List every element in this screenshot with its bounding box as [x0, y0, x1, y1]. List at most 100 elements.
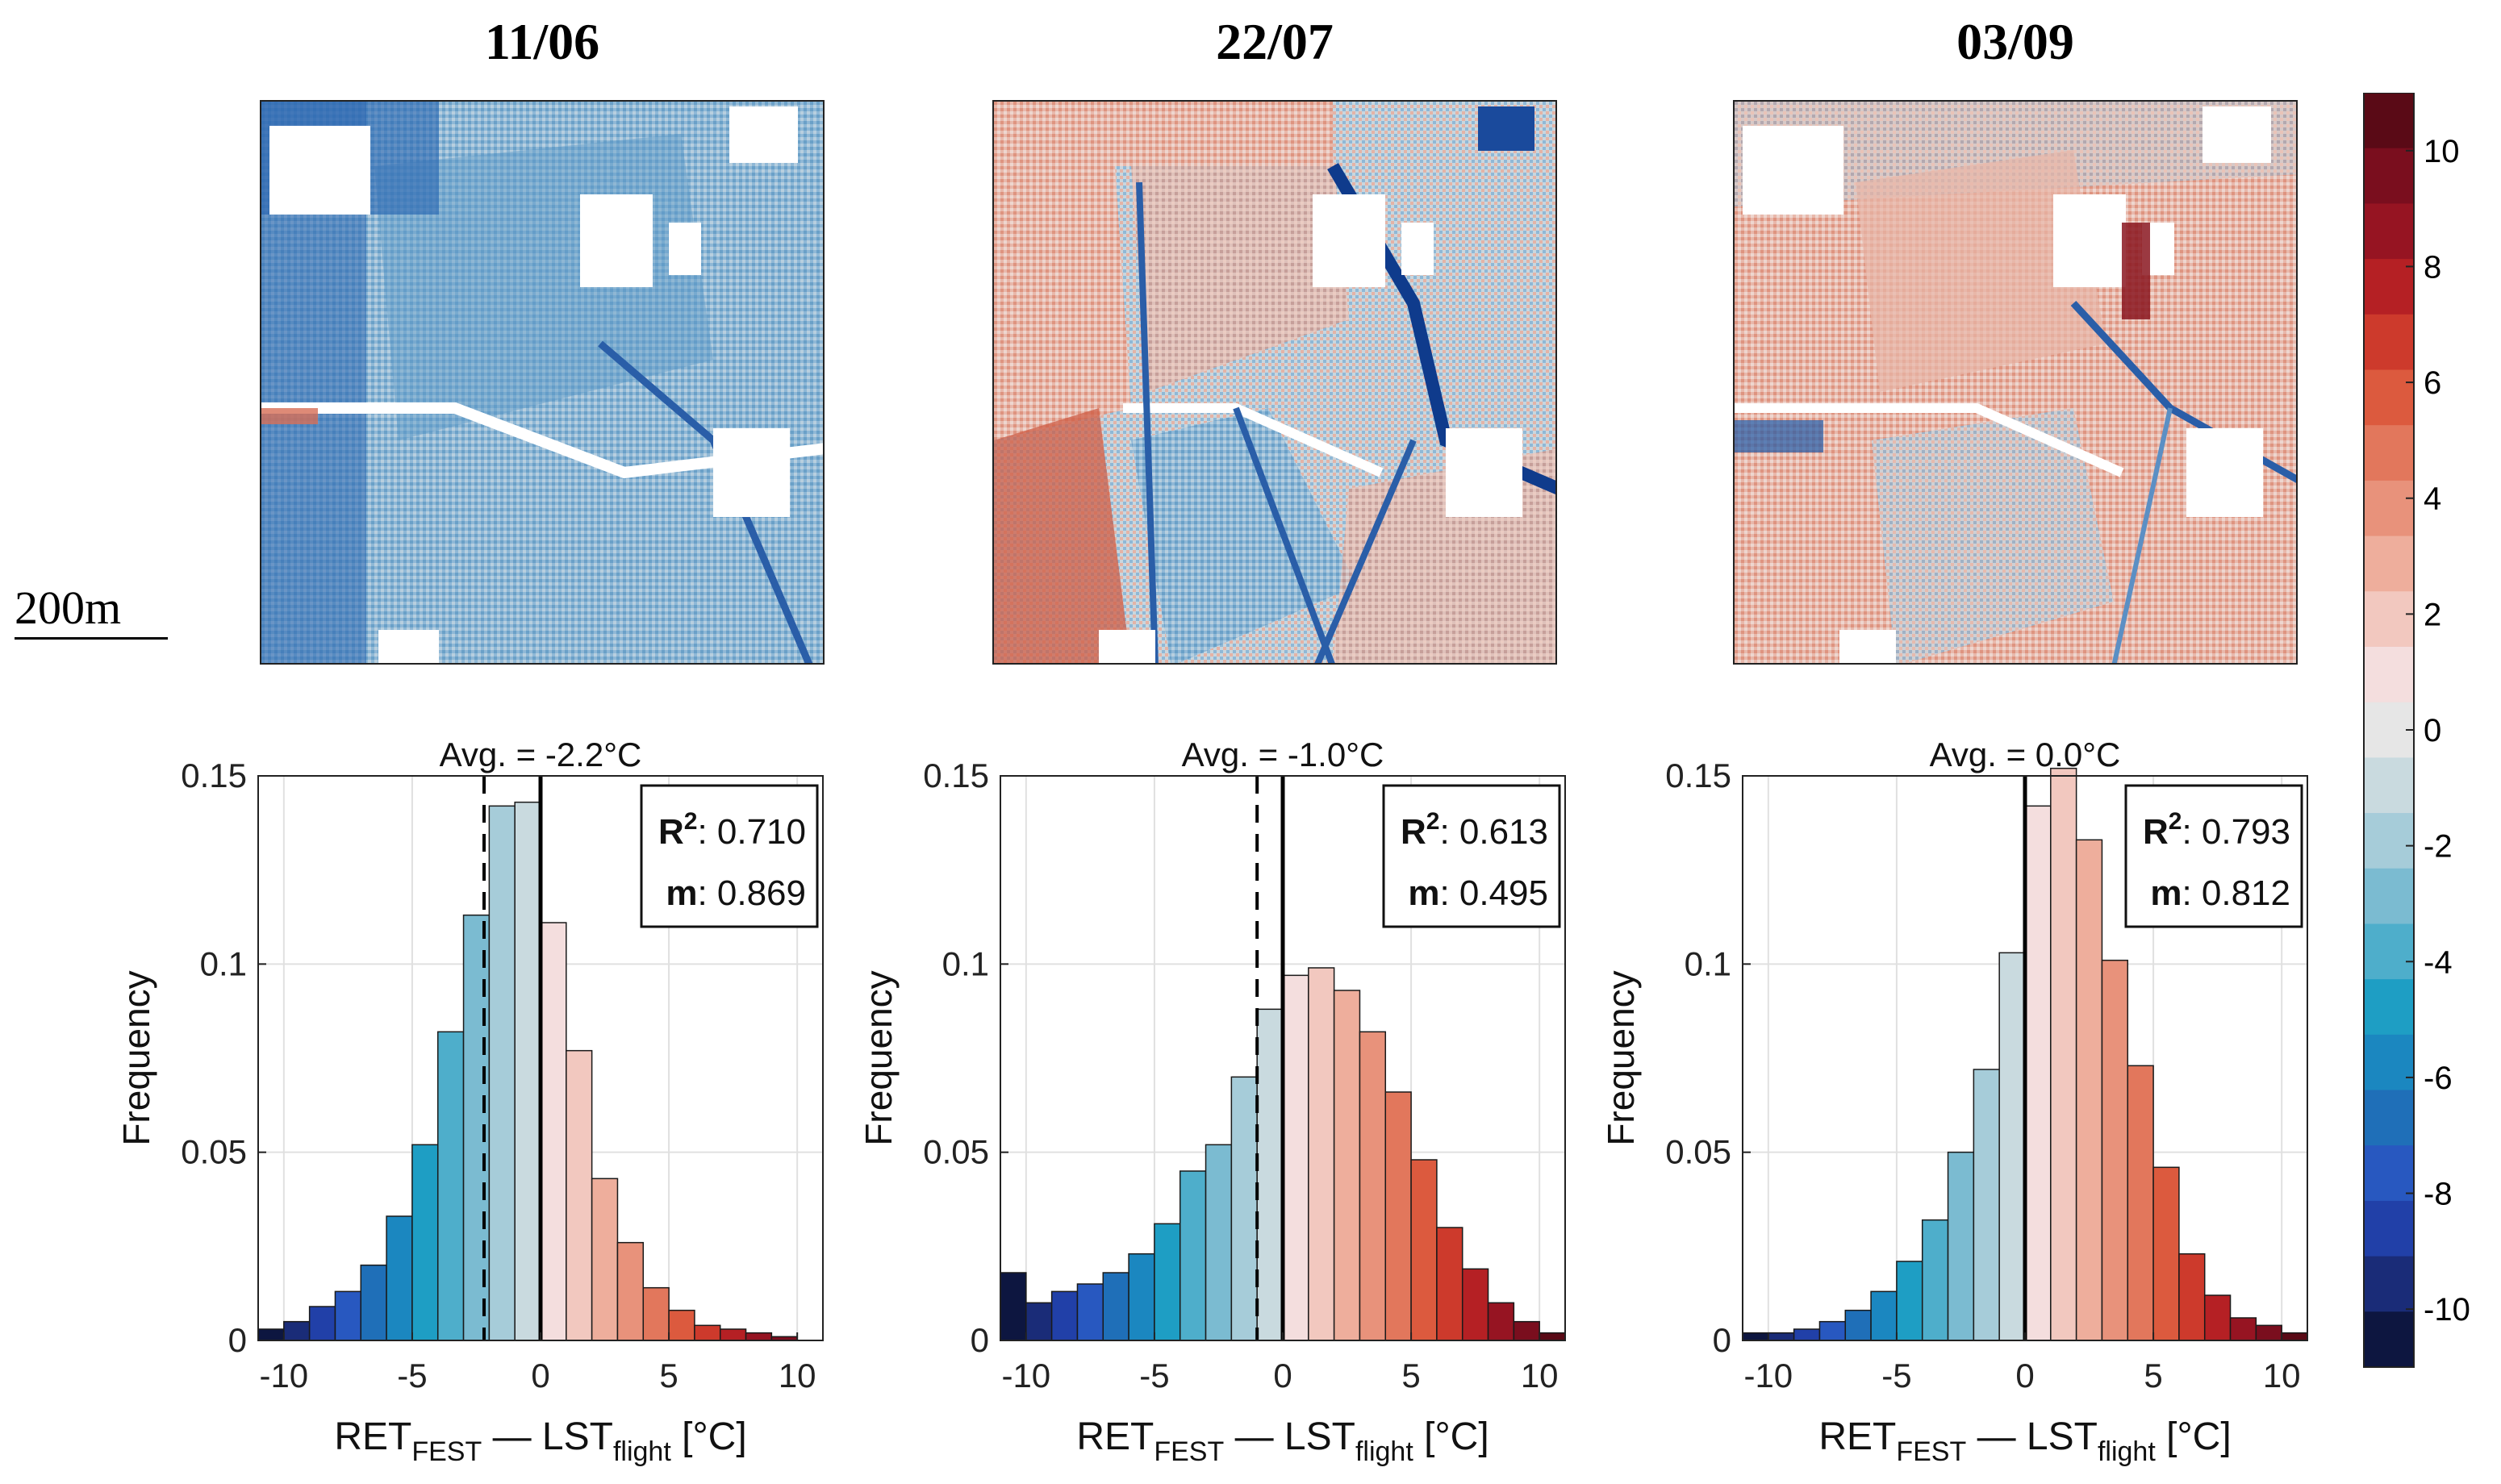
x-axis-label: RETFEST — LSTflight [°C] — [1076, 1415, 1488, 1467]
colorbar-tick-label: -10 — [2424, 1292, 2470, 1328]
slope-stat: m: 0.869 — [666, 873, 806, 913]
histogram-bar — [2281, 1332, 2308, 1341]
colorbar-band — [2364, 93, 2414, 149]
map-texture-1 — [261, 102, 823, 663]
colorbar-band — [2364, 979, 2414, 1036]
histogram-bar — [1844, 1309, 1872, 1341]
histogram-bar — [1947, 1151, 1975, 1341]
histogram-bar — [1102, 1272, 1129, 1341]
colorbar-band — [2364, 425, 2414, 481]
histogram-bar — [642, 1286, 670, 1341]
x-axis-label-sub: FEST — [1154, 1436, 1224, 1467]
y-axis-label: Frequency — [858, 970, 900, 1145]
histogram-bar — [1896, 1261, 1923, 1341]
x-axis-label-sub: FEST — [411, 1436, 482, 1467]
colorbar-band — [2364, 1256, 2414, 1312]
x-tick-label: -10 — [1743, 1357, 1793, 1394]
colorbar-band — [2364, 646, 2414, 703]
date-title-3: 03/09 — [1956, 13, 2074, 70]
histogram-bar — [1000, 1272, 1027, 1341]
r2-superscript: 2 — [1426, 808, 1440, 835]
r2-stat: R2: 0.793 — [2143, 808, 2290, 852]
histogram-bar — [1205, 1144, 1233, 1341]
stats-box — [1382, 784, 1561, 928]
histogram-bar — [1128, 1253, 1155, 1341]
histogram-bar — [1436, 1227, 1463, 1341]
colorbar-tick-label: -8 — [2424, 1177, 2453, 1212]
x-tick-label: 10 — [1521, 1357, 1559, 1394]
x-tick-label: -5 — [1139, 1357, 1169, 1394]
x-tick-label: 5 — [659, 1357, 678, 1394]
colorbar-band — [2364, 1145, 2414, 1202]
colorbar-band — [2364, 757, 2414, 814]
colorbar-tick-label: 8 — [2424, 249, 2441, 285]
r2-value: : 0.793 — [2182, 812, 2290, 852]
histogram-bar — [1461, 1268, 1489, 1341]
histogram-bar — [1230, 1076, 1258, 1341]
x-axis-label: RETFEST — LSTflight [°C] — [334, 1415, 746, 1467]
histogram-1: -10 -5 0 5 10 0 0.05 0.1 0.15 Avg. = -2.2°C Freque… — [115, 736, 824, 1467]
histogram-bar — [1154, 1223, 1181, 1341]
histogram-bar — [1025, 1302, 1053, 1341]
stats-box — [640, 784, 819, 928]
histogram-bar — [1410, 1159, 1438, 1341]
slope-label: m — [1408, 873, 1439, 913]
x-axis-label-unit: [°C] — [671, 1415, 747, 1458]
r2-stat: R2: 0.710 — [658, 808, 806, 852]
histogram-bar — [1076, 1283, 1104, 1341]
x-tick-label: 0 — [2015, 1357, 2034, 1394]
colorbar-tick-label: -2 — [2424, 829, 2453, 865]
histogram-bar — [1742, 1332, 1769, 1341]
x-axis-label-main: RET — [1818, 1415, 1896, 1458]
histogram-bar — [1768, 1332, 1795, 1341]
r2-value: : 0.613 — [1439, 812, 1548, 852]
histogram-bar — [1998, 952, 2026, 1341]
x-axis-label-sub: flight — [613, 1436, 671, 1467]
slope-stat: m: 0.495 — [1408, 873, 1548, 913]
histogram-bar — [1539, 1332, 1566, 1341]
colorbar-band — [2364, 591, 2414, 648]
y-tick-label: 0 — [1713, 1321, 1731, 1359]
histogram-bar — [283, 1320, 311, 1341]
colorbar-tick-label: -4 — [2424, 944, 2453, 980]
x-axis-label-unit: [°C] — [1413, 1415, 1489, 1458]
x-tick-label: 0 — [531, 1357, 549, 1394]
histogram-bar — [1050, 1290, 1079, 1341]
histogram-bar — [694, 1324, 721, 1341]
x-tick-label: 0 — [1273, 1357, 1292, 1394]
colorbar-band — [2364, 923, 2414, 980]
histogram-bar — [308, 1306, 336, 1341]
histogram-bar — [1513, 1320, 1540, 1341]
histogram-bar — [2101, 959, 2129, 1341]
histogram-bar — [2255, 1324, 2282, 1341]
colorbar-tick-label: 4 — [2424, 481, 2441, 517]
map-texture-3 — [1735, 102, 2296, 663]
colorbar-band — [2364, 480, 2414, 537]
y-tick-label: 0.05 — [1665, 1133, 1731, 1171]
chart-title: Avg. = -1.0°C — [1182, 736, 1384, 773]
x-axis-label-sub: flight — [1355, 1436, 1413, 1467]
r2-label: R — [658, 812, 684, 852]
thermal-map-2 — [992, 100, 1557, 665]
colorbar-tick-label: 2 — [2424, 597, 2441, 632]
stats-box — [2124, 784, 2303, 928]
histogram-bar — [360, 1264, 387, 1341]
thermal-map-1 — [260, 100, 825, 665]
histogram-bar — [591, 1178, 619, 1341]
histogram-bar — [1384, 1091, 1412, 1341]
colorbar-tick-label: 0 — [2424, 713, 2441, 748]
histogram-bar — [1973, 1069, 2000, 1341]
x-tick-label: 10 — [2263, 1357, 2301, 1394]
y-tick-label: 0.15 — [923, 757, 989, 794]
slope-label: m — [2150, 873, 2182, 913]
x-tick-label: -5 — [397, 1357, 427, 1394]
histogram-bar — [719, 1328, 747, 1341]
x-axis-label-mid: — LST — [482, 1415, 613, 1458]
colorbar-band — [2364, 369, 2414, 426]
histogram-bar — [1256, 1008, 1284, 1341]
histogram-bar — [566, 1049, 593, 1341]
x-axis-label-main: RET — [334, 1415, 411, 1458]
histogram-bar — [2127, 1065, 2154, 1341]
slope-value: : 0.869 — [697, 873, 806, 913]
y-tick-label: 0 — [228, 1321, 247, 1359]
